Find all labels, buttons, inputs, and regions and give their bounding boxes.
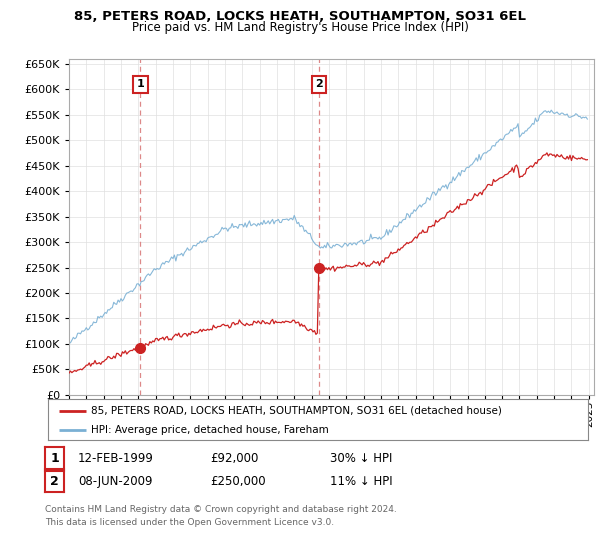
Text: Price paid vs. HM Land Registry's House Price Index (HPI): Price paid vs. HM Land Registry's House … [131, 21, 469, 34]
Text: 1: 1 [50, 451, 59, 465]
Text: £92,000: £92,000 [210, 451, 259, 465]
Text: 12-FEB-1999: 12-FEB-1999 [78, 451, 154, 465]
Text: £250,000: £250,000 [210, 475, 266, 488]
Text: 85, PETERS ROAD, LOCKS HEATH, SOUTHAMPTON, SO31 6EL (detached house): 85, PETERS ROAD, LOCKS HEATH, SOUTHAMPTO… [91, 405, 502, 416]
Text: HPI: Average price, detached house, Fareham: HPI: Average price, detached house, Fare… [91, 424, 329, 435]
Text: 11% ↓ HPI: 11% ↓ HPI [330, 475, 392, 488]
Text: 30% ↓ HPI: 30% ↓ HPI [330, 451, 392, 465]
Text: Contains HM Land Registry data © Crown copyright and database right 2024.
This d: Contains HM Land Registry data © Crown c… [45, 505, 397, 526]
Text: 2: 2 [50, 475, 59, 488]
Text: 85, PETERS ROAD, LOCKS HEATH, SOUTHAMPTON, SO31 6EL: 85, PETERS ROAD, LOCKS HEATH, SOUTHAMPTO… [74, 10, 526, 23]
Text: 08-JUN-2009: 08-JUN-2009 [78, 475, 152, 488]
Text: 1: 1 [137, 80, 144, 89]
Text: 2: 2 [316, 80, 323, 89]
